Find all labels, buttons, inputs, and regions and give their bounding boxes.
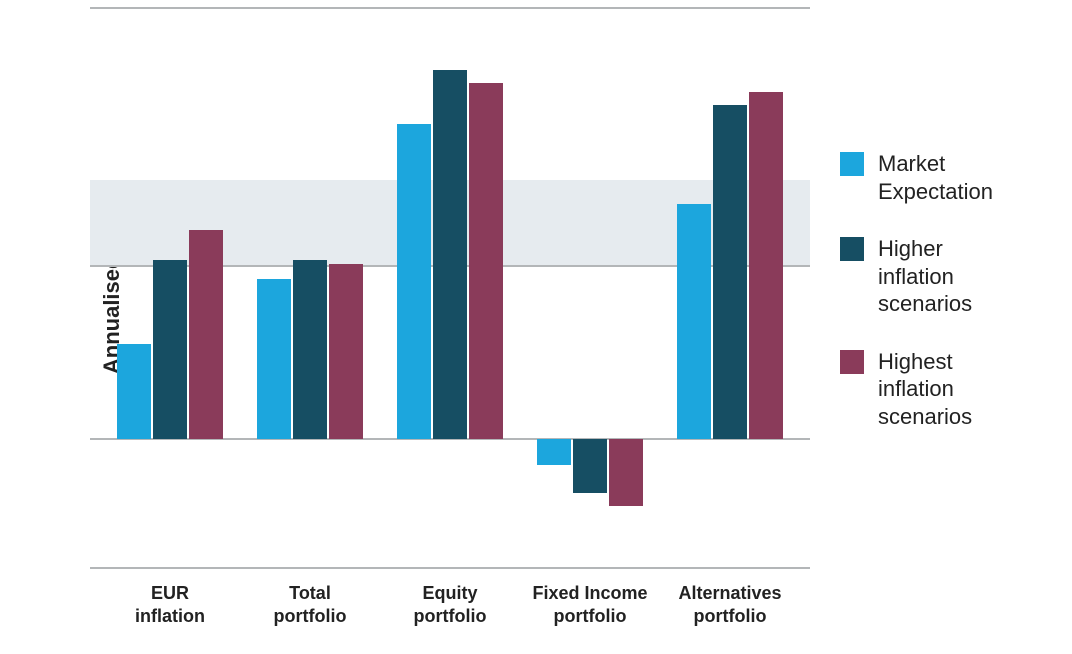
x-label-equity: Equityportfolio — [380, 582, 520, 627]
bar-eur-market — [117, 344, 151, 439]
x-label-alt: Alternativesportfolio — [660, 582, 800, 627]
bar-eur-higher — [153, 260, 187, 439]
bar-total-market — [257, 279, 291, 438]
x-label-line2: portfolio — [240, 605, 380, 628]
x-label-line1: Fixed Income — [520, 582, 660, 605]
legend-swatch-market — [840, 152, 864, 176]
plot-area — [90, 8, 810, 568]
x-label-line2: inflation — [100, 605, 240, 628]
legend-label-market: MarketExpectation — [878, 150, 993, 205]
x-label-eur: EURinflation — [100, 582, 240, 627]
x-label-line1: Alternatives — [660, 582, 800, 605]
x-label-line1: EUR — [100, 582, 240, 605]
grid-line — [90, 7, 810, 9]
bar-eur-highest — [189, 230, 223, 439]
x-label-fixed: Fixed Incomeportfolio — [520, 582, 660, 627]
bar-equity-market — [397, 124, 431, 438]
bar-equity-highest — [469, 83, 503, 438]
x-label-line2: portfolio — [520, 605, 660, 628]
x-label-line2: portfolio — [380, 605, 520, 628]
x-label-total: Totalportfolio — [240, 582, 380, 627]
x-label-line1: Total — [240, 582, 380, 605]
chart-container: EURinflationTotalportfolioEquityportfoli… — [90, 8, 810, 648]
x-label-line1: Equity — [380, 582, 520, 605]
legend-item-market: MarketExpectation — [840, 150, 1060, 205]
legend-item-highest: Highestinflationscenarios — [840, 348, 1060, 431]
x-label-line2: portfolio — [660, 605, 800, 628]
legend-label-higher: Higherinflationscenarios — [878, 235, 972, 318]
bar-total-highest — [329, 264, 363, 438]
bar-total-higher — [293, 260, 327, 439]
x-axis-labels: EURinflationTotalportfolioEquityportfoli… — [90, 582, 810, 648]
bar-fixed-market — [537, 439, 571, 465]
bar-alt-higher — [713, 105, 747, 439]
bar-fixed-highest — [609, 439, 643, 506]
legend-label-highest: Highestinflationscenarios — [878, 348, 972, 431]
bar-alt-highest — [749, 92, 783, 439]
legend-swatch-higher — [840, 237, 864, 261]
bar-equity-higher — [433, 70, 467, 438]
bar-alt-market — [677, 204, 711, 439]
legend-item-higher: Higherinflationscenarios — [840, 235, 1060, 318]
bar-fixed-higher — [573, 439, 607, 493]
legend: MarketExpectation Higherinflationscenario… — [840, 150, 1060, 460]
legend-swatch-highest — [840, 350, 864, 374]
grid-line — [90, 567, 810, 569]
